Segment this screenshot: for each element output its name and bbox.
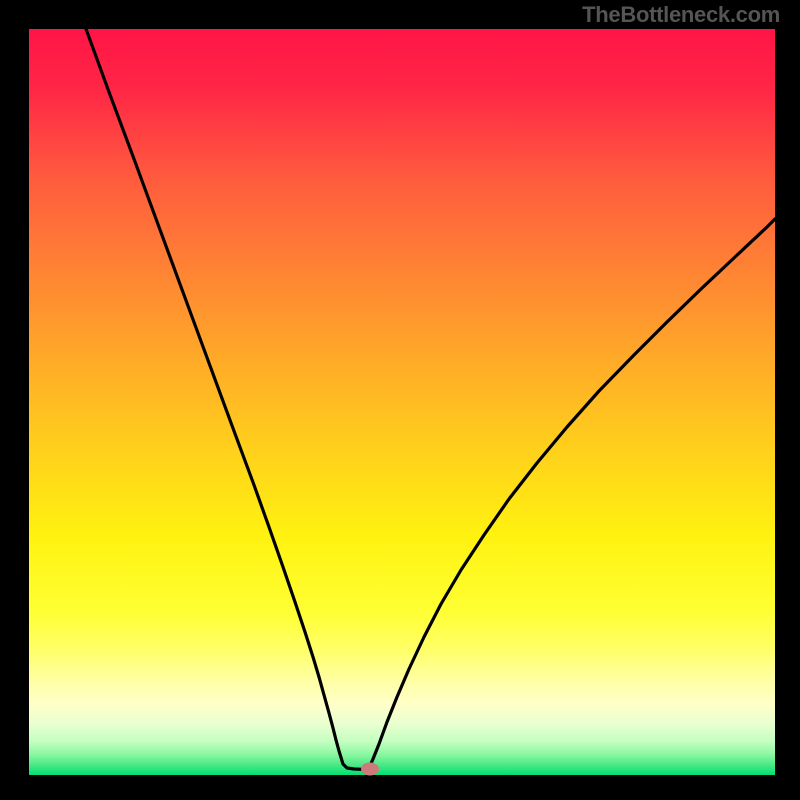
plot-area: [29, 29, 775, 775]
chart-container: TheBottleneck.com: [0, 0, 800, 800]
curve-line: [29, 29, 775, 775]
optimum-marker: [361, 763, 379, 776]
watermark-text: TheBottleneck.com: [582, 2, 780, 28]
